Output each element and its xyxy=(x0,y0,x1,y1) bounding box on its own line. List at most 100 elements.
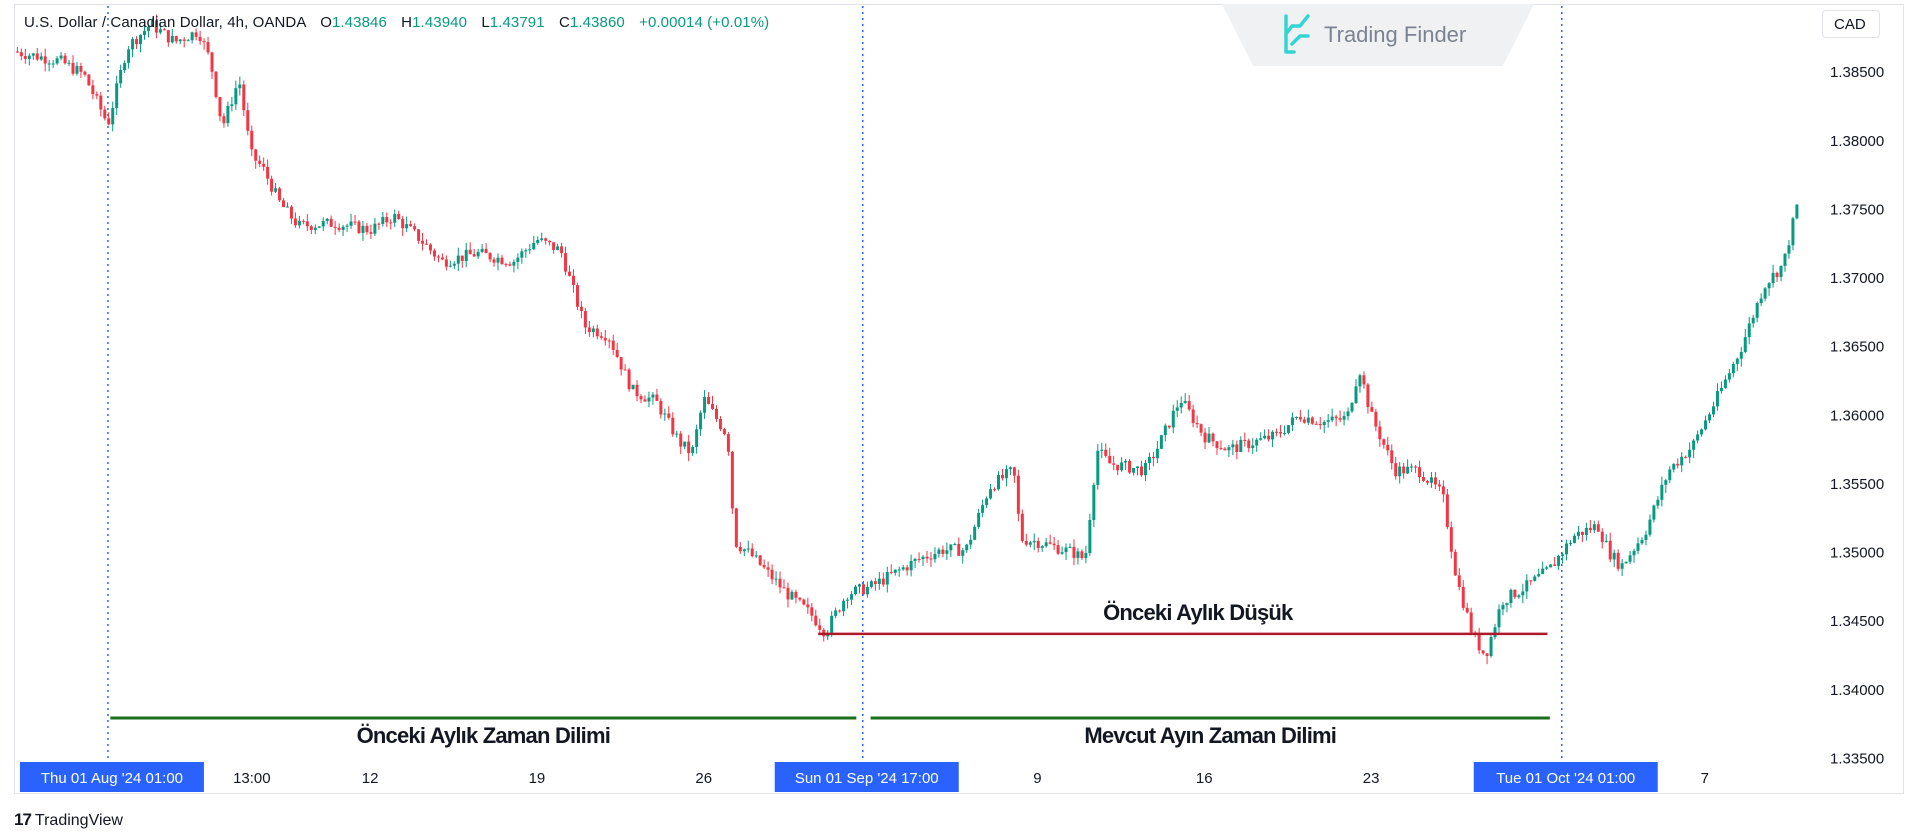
candle-down xyxy=(1247,440,1251,449)
candle-down xyxy=(1469,612,1473,633)
candle-up xyxy=(1282,432,1286,434)
candle-down xyxy=(1684,456,1688,458)
tradingview-brand[interactable]: 17 TradingView xyxy=(14,810,123,830)
candle-down xyxy=(905,567,909,571)
candle-down xyxy=(242,84,246,111)
symbol-legend: U.S. Dollar / Canadian Dollar, 4h, OANDA… xyxy=(24,14,779,31)
candle-up xyxy=(1207,433,1211,443)
candle-down xyxy=(1016,475,1020,514)
candle-down xyxy=(329,218,333,227)
candle-down xyxy=(1279,431,1283,434)
candle-up xyxy=(1068,546,1072,548)
price-tick-label: 1.35500 xyxy=(1830,476,1884,493)
candle-down xyxy=(500,257,504,265)
candle-up xyxy=(186,40,190,42)
candle-up xyxy=(830,615,834,633)
candle-down xyxy=(722,429,726,435)
candle-down xyxy=(389,222,393,224)
candle-down xyxy=(1298,416,1302,420)
candle-down xyxy=(1275,431,1279,433)
candle-down xyxy=(568,271,572,276)
candle-down xyxy=(1437,484,1441,487)
candle-down xyxy=(758,555,762,565)
candle-up xyxy=(1040,546,1044,548)
candle-up xyxy=(1700,429,1704,435)
candle-down xyxy=(472,254,476,257)
candle-up xyxy=(1231,444,1235,448)
candle-down xyxy=(1187,401,1191,410)
candle-up xyxy=(75,66,79,74)
candle-down xyxy=(1338,418,1342,420)
candle-down xyxy=(1211,433,1215,442)
candle-up xyxy=(1100,449,1104,451)
candle-down xyxy=(425,243,429,245)
candle-up xyxy=(321,221,325,227)
month-separators xyxy=(107,6,1563,760)
currency-button[interactable]: CAD xyxy=(1822,10,1880,38)
candle-up xyxy=(1525,580,1529,592)
time-axis-date-badge xyxy=(1473,762,1658,792)
candle-up xyxy=(1179,403,1183,408)
candle-down xyxy=(1012,467,1016,476)
candle-up xyxy=(1493,627,1497,638)
candle-up xyxy=(119,69,123,84)
candle-up xyxy=(1795,204,1799,219)
candle-down xyxy=(1318,423,1322,426)
symbol-title[interactable]: U.S. Dollar / Canadian Dollar, 4h, OANDA xyxy=(24,14,306,31)
candle-up xyxy=(1668,469,1672,481)
candle-up xyxy=(516,257,520,262)
watermark-text: Trading Finder xyxy=(1324,22,1467,47)
price-tick-label: 1.36000 xyxy=(1830,407,1884,424)
candle-down xyxy=(778,578,782,588)
candle-down xyxy=(71,62,75,74)
candle-up xyxy=(1096,450,1100,485)
candle-down xyxy=(1223,448,1227,451)
candle-up xyxy=(1688,449,1692,458)
candle-up xyxy=(1330,416,1334,421)
candle-down xyxy=(1580,531,1584,536)
candle-down xyxy=(814,615,818,626)
candle-down xyxy=(222,116,226,124)
candle-down xyxy=(802,599,806,605)
candle-up xyxy=(142,30,146,35)
candle-up xyxy=(1779,265,1783,278)
candle-up xyxy=(1576,531,1580,536)
candle-down xyxy=(1314,423,1318,425)
candle-up xyxy=(1306,417,1310,423)
candle-up xyxy=(1704,420,1708,430)
open-label: O xyxy=(320,14,332,31)
time-tick-label: 12 xyxy=(362,770,379,787)
candle-up xyxy=(1735,358,1739,364)
candle-down xyxy=(278,188,282,201)
candle-up xyxy=(877,578,881,585)
candle-up xyxy=(985,498,989,506)
candle-down xyxy=(687,441,691,454)
candle-up xyxy=(945,550,949,554)
candle-down xyxy=(401,219,405,229)
candle-down xyxy=(635,384,639,397)
current-month-range-label: Mevcut Ayın Zaman Dilimi xyxy=(1084,723,1336,748)
candle-down xyxy=(468,249,472,255)
change-value: +0.00014 (+0.01%) xyxy=(639,14,770,31)
candle-down xyxy=(35,53,39,60)
candle-down xyxy=(571,275,575,286)
candle-up xyxy=(1652,505,1656,520)
candle-down xyxy=(218,97,222,117)
candle-down xyxy=(95,94,99,96)
candle-down xyxy=(707,396,711,404)
candle-down xyxy=(19,52,23,57)
candle-down xyxy=(587,327,591,333)
candle-up xyxy=(67,62,71,64)
candle-up xyxy=(1092,484,1096,520)
candle-down xyxy=(504,264,508,266)
candle-down xyxy=(508,264,512,266)
candle-down xyxy=(1433,477,1437,485)
candle-up xyxy=(977,512,981,527)
candle-down xyxy=(258,160,262,164)
candle-up xyxy=(1696,434,1700,441)
candle-up xyxy=(150,20,154,27)
candle-down xyxy=(23,56,27,59)
candle-up xyxy=(1791,218,1795,246)
price-tick-label: 1.33500 xyxy=(1830,751,1884,768)
